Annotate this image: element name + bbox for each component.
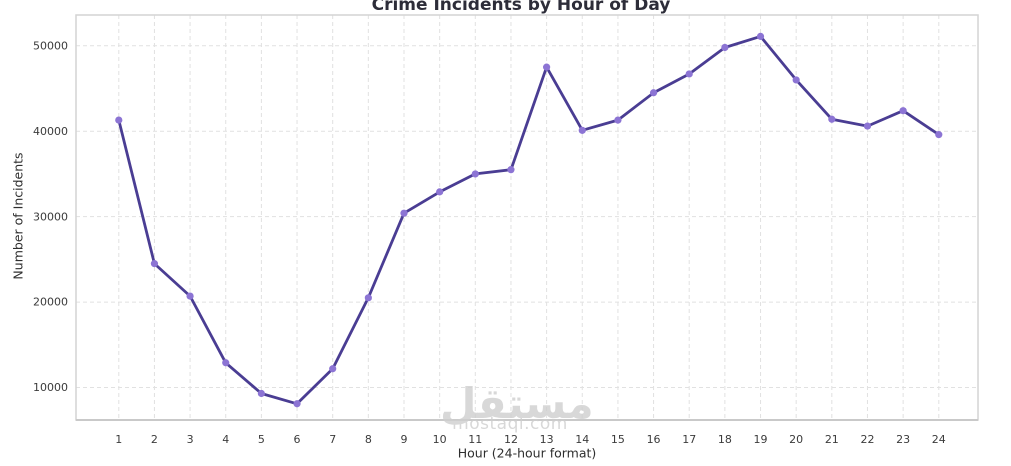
data-line [117, 35, 941, 406]
data-point-marker [186, 292, 194, 300]
x-tick-label: 12 [504, 433, 518, 446]
x-tick-label: 22 [860, 433, 874, 446]
x-tick-label: 18 [718, 433, 732, 446]
x-tick-label: 16 [647, 433, 661, 446]
x-tick-label: 13 [540, 433, 554, 446]
data-point-marker [222, 359, 230, 367]
data-point-marker [257, 389, 265, 398]
x-tick-label: 10 [433, 433, 447, 446]
chart-title: Crime Incidents by Hour of Day [371, 0, 671, 15]
data-point-marker [614, 116, 622, 124]
data-point-marker [150, 260, 159, 268]
data-point-marker [436, 188, 444, 196]
data-point-marker [115, 116, 123, 124]
x-tick-label: 23 [896, 433, 910, 446]
x-tick-label: 8 [365, 433, 372, 446]
data-point-marker [507, 166, 515, 174]
data-point-marker [293, 400, 301, 408]
y-tick-label: 30000 [33, 210, 68, 223]
data-point-marker [471, 170, 479, 178]
data-point-marker [863, 122, 872, 130]
x-tick-label: 20 [789, 433, 803, 446]
data-point-marker [899, 107, 907, 115]
data-point-marker [792, 76, 800, 84]
x-tick-label: 1 [115, 433, 122, 446]
x-tick-label: 6 [294, 433, 301, 446]
data-point-marker [329, 365, 337, 373]
x-tick-label: 3 [187, 433, 194, 446]
x-tick-label: 9 [401, 433, 408, 446]
data-point-marker [578, 126, 586, 134]
x-tick-label: 21 [825, 433, 839, 446]
x-tick-label: 14 [575, 433, 589, 446]
data-point-marker [649, 89, 658, 97]
data-point-marker [828, 115, 836, 123]
x-tick-label: 5 [258, 433, 265, 446]
plot-background [76, 15, 978, 420]
x-tick-label: 17 [682, 433, 696, 446]
data-point-marker [721, 43, 729, 52]
y-tick-label: 40000 [33, 125, 68, 138]
x-tick-label: 19 [754, 433, 768, 446]
x-tick-label: 7 [329, 433, 336, 446]
y-tick-label: 20000 [33, 296, 68, 309]
data-point-marker [935, 131, 943, 139]
x-tick-label: 4 [222, 433, 229, 446]
y-tick-label: 10000 [33, 381, 68, 394]
x-axis-label: Hour (24-hour format) [457, 445, 597, 461]
x-tick-label: 24 [932, 433, 946, 446]
x-tick-label: 2 [151, 433, 158, 446]
x-tick-label: 15 [611, 433, 625, 446]
data-point-marker [756, 32, 765, 40]
data-point-marker [543, 63, 551, 71]
data-point-marker [364, 294, 372, 302]
y-axis-label: Number of Incidents [10, 152, 26, 280]
x-tick-label: 11 [468, 433, 482, 446]
data-point-marker [685, 70, 693, 78]
y-tick-label: 50000 [33, 39, 68, 52]
data-point-marker [400, 209, 408, 217]
